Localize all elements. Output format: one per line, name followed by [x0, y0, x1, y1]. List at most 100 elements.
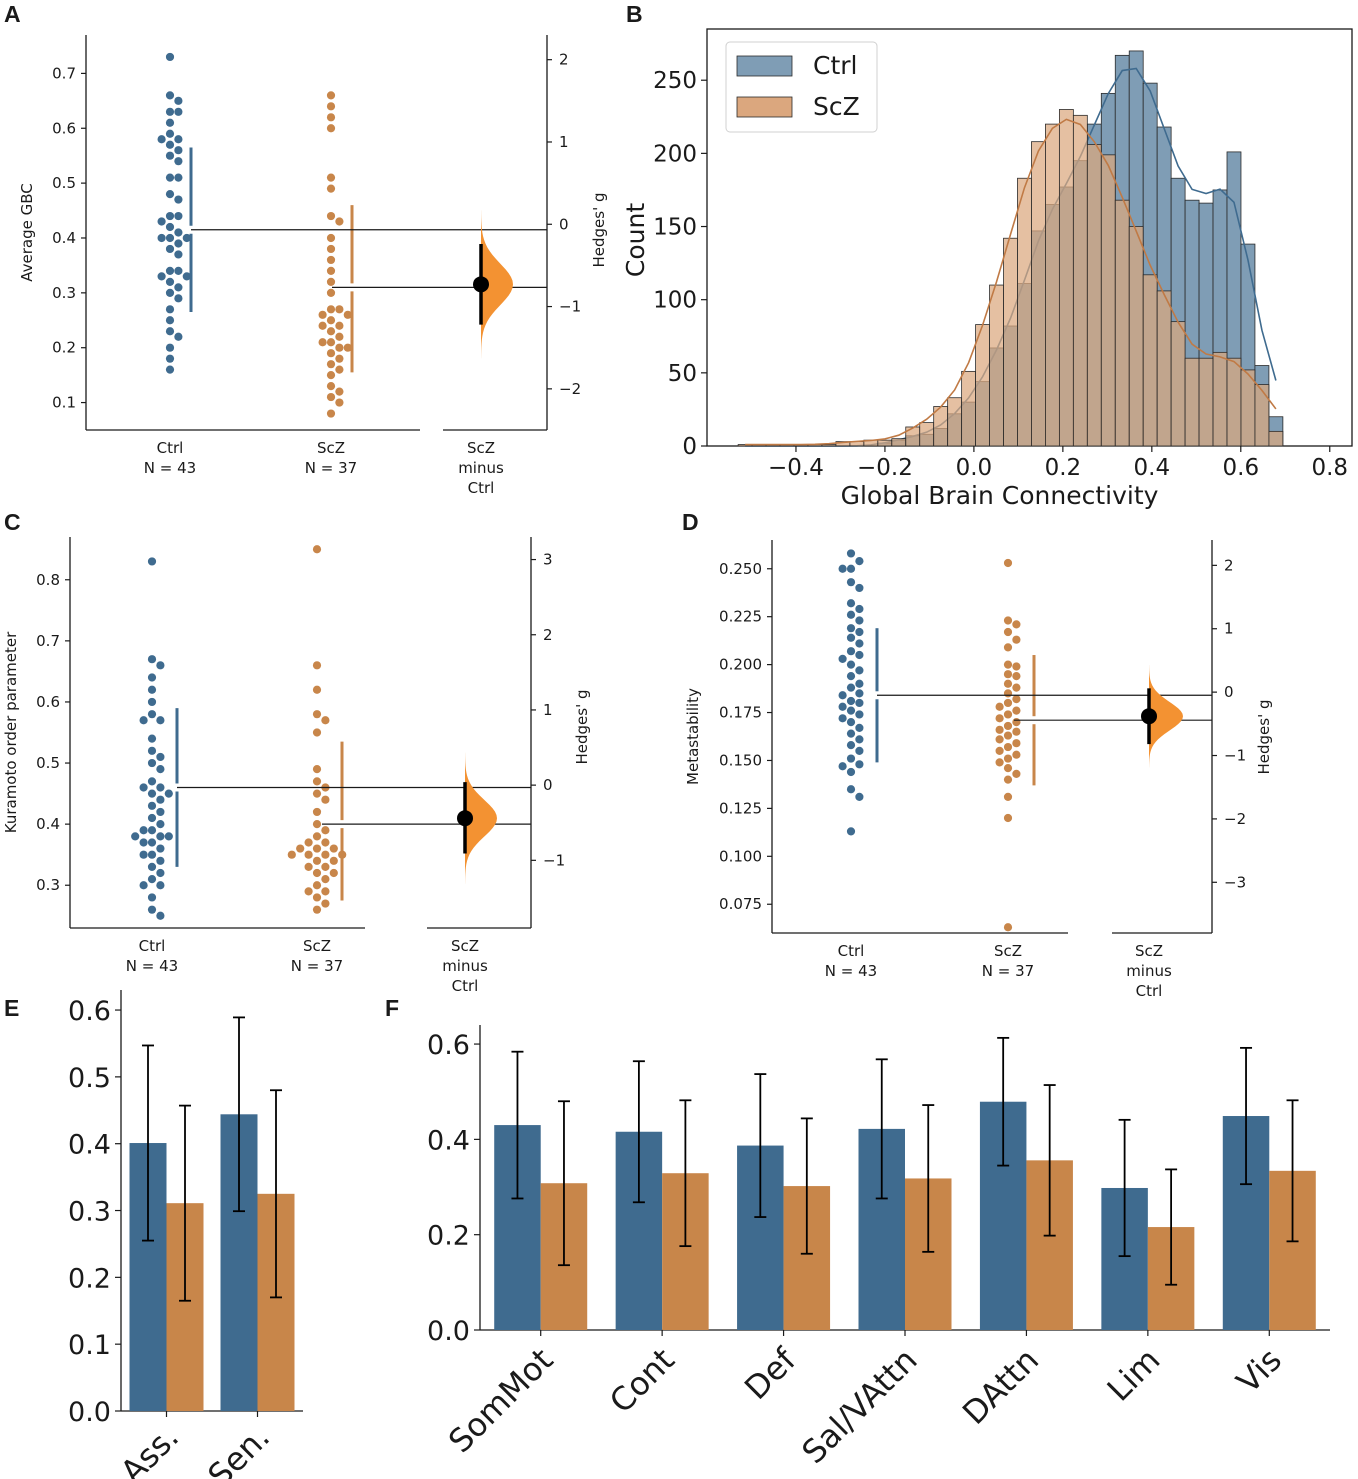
scz-data-point [1012, 662, 1021, 671]
y-tick-label: 0.4 [427, 1125, 470, 1156]
scz-data-point [1003, 813, 1013, 823]
scz-data-point [1012, 695, 1021, 704]
y-axis-label: Average GBC [18, 183, 36, 282]
panel-letter-a: A [4, 1, 21, 27]
ctrl-data-point [846, 599, 856, 608]
ctrl-data-point [139, 783, 148, 792]
x-tick-label: Ass. [113, 1418, 186, 1479]
scz-data-point [335, 343, 344, 352]
y-tick-label: 0.0 [427, 1316, 470, 1347]
scz-histogram-bar [975, 324, 990, 447]
ctrl-data-point [156, 911, 165, 920]
panel-e-bar-chart: 0.0 0.1 0.2 0.3 0.4 0.5 0.6 Ass. Sen. [68, 990, 303, 1479]
scz-data-point [326, 233, 336, 243]
scz-data-point [326, 113, 336, 122]
ctrl-data-point [846, 564, 856, 573]
ctrl-data-point [838, 691, 847, 700]
y-tick-label: 0.250 [719, 560, 762, 578]
scz-data-point [312, 710, 322, 719]
scz-histogram-bar [1240, 369, 1256, 447]
y-tick-label: 0.3 [68, 1197, 111, 1228]
scz-data-point [326, 360, 336, 369]
scz-data-point [1003, 643, 1013, 652]
scz-data-point [326, 338, 336, 347]
ctrl-data-point [846, 683, 856, 692]
effect-group-label: Ctrl [468, 479, 495, 497]
panel-letter-d: D [682, 509, 699, 535]
ctrl-data-point [846, 706, 856, 715]
y-tick-label: 0.075 [719, 895, 762, 913]
scz-data-point [335, 387, 344, 396]
scz-data-point [329, 868, 338, 878]
scz-data-point [1012, 620, 1021, 629]
x-tick-label: 0.4 [1134, 455, 1171, 481]
scz-data-point [326, 316, 336, 325]
scz-histogram-bar [947, 397, 963, 447]
ctrl-data-point [846, 549, 856, 558]
effect-group-label: Ctrl [452, 977, 479, 995]
ctrl-data-point [846, 767, 856, 777]
y-tick-label: 0 [682, 434, 697, 460]
ctrl-data-point [147, 813, 157, 823]
ctrl-data-point [165, 52, 175, 62]
scz-data-point [1003, 558, 1013, 568]
ctrl-data-point [147, 697, 157, 707]
ctrl-data-point [846, 785, 856, 794]
right-y-tick-label: −1 [1224, 747, 1246, 765]
ctrl-data-point [855, 723, 864, 732]
scz-data-point [312, 807, 322, 817]
scz-data-point [326, 349, 336, 358]
scz-data-point [335, 305, 344, 314]
ctrl-data-point [174, 157, 183, 166]
group-n-label: N = 43 [825, 962, 877, 980]
ctrl-data-point [165, 129, 175, 138]
scz-data-point [1003, 792, 1013, 801]
scz-data-point [312, 777, 322, 786]
right-y-tick-label: 3 [543, 551, 553, 569]
ctrl-data-point [855, 760, 864, 769]
ctrl-data-point [838, 564, 847, 573]
ctrl-data-point [855, 650, 864, 660]
right-y-tick-label: 1 [543, 701, 553, 719]
ctrl-data-point [147, 710, 157, 719]
y-tick-label: 0.1 [68, 1330, 111, 1361]
scz-data-point [318, 338, 327, 347]
scz-data-point [287, 850, 296, 859]
ctrl-data-point [165, 140, 175, 149]
scz-data-point [312, 789, 322, 798]
ctrl-data-point [147, 838, 157, 847]
ctrl-data-point [147, 905, 157, 914]
legend-swatch-scz [736, 96, 793, 118]
ctrl-data-point [147, 685, 157, 694]
x-tick-label: Sen. [200, 1418, 277, 1479]
ctrl-data-point [165, 316, 175, 325]
ctrl-data-point [846, 827, 856, 836]
scz-data-point [1003, 742, 1013, 752]
ctrl-data-point [846, 610, 856, 619]
scz-data-point [995, 735, 1004, 744]
scz-histogram-bar [1268, 430, 1284, 447]
y-tick-label: 0.7 [36, 632, 60, 650]
ctrl-data-point [846, 660, 856, 669]
scz-histogram-bar [1254, 384, 1270, 447]
effect-size-point [457, 810, 473, 827]
scz-data-point [326, 371, 336, 380]
y-tick-label: 0.8 [36, 571, 60, 589]
y-tick-label: 0.5 [68, 1063, 111, 1094]
ctrl-data-point [165, 244, 175, 254]
right-y-tick-label: 0 [1224, 683, 1234, 701]
ctrl-data-point [165, 277, 175, 286]
right-y-tick-label: 0 [543, 776, 553, 794]
ctrl-data-point [855, 639, 864, 648]
y-axis-label: Count [621, 203, 650, 277]
ctrl-data-point [838, 702, 847, 711]
scz-data-point [1012, 635, 1021, 644]
right-y-tick-label: −2 [1224, 810, 1246, 828]
ctrl-data-point [139, 826, 148, 835]
ctrl-data-point [174, 294, 183, 303]
scz-data-point [1003, 923, 1013, 932]
ctrl-data-point [174, 146, 183, 155]
scz-data-point [312, 545, 322, 554]
scz-data-point [335, 354, 344, 363]
y-tick-label: 0.0 [68, 1397, 111, 1428]
